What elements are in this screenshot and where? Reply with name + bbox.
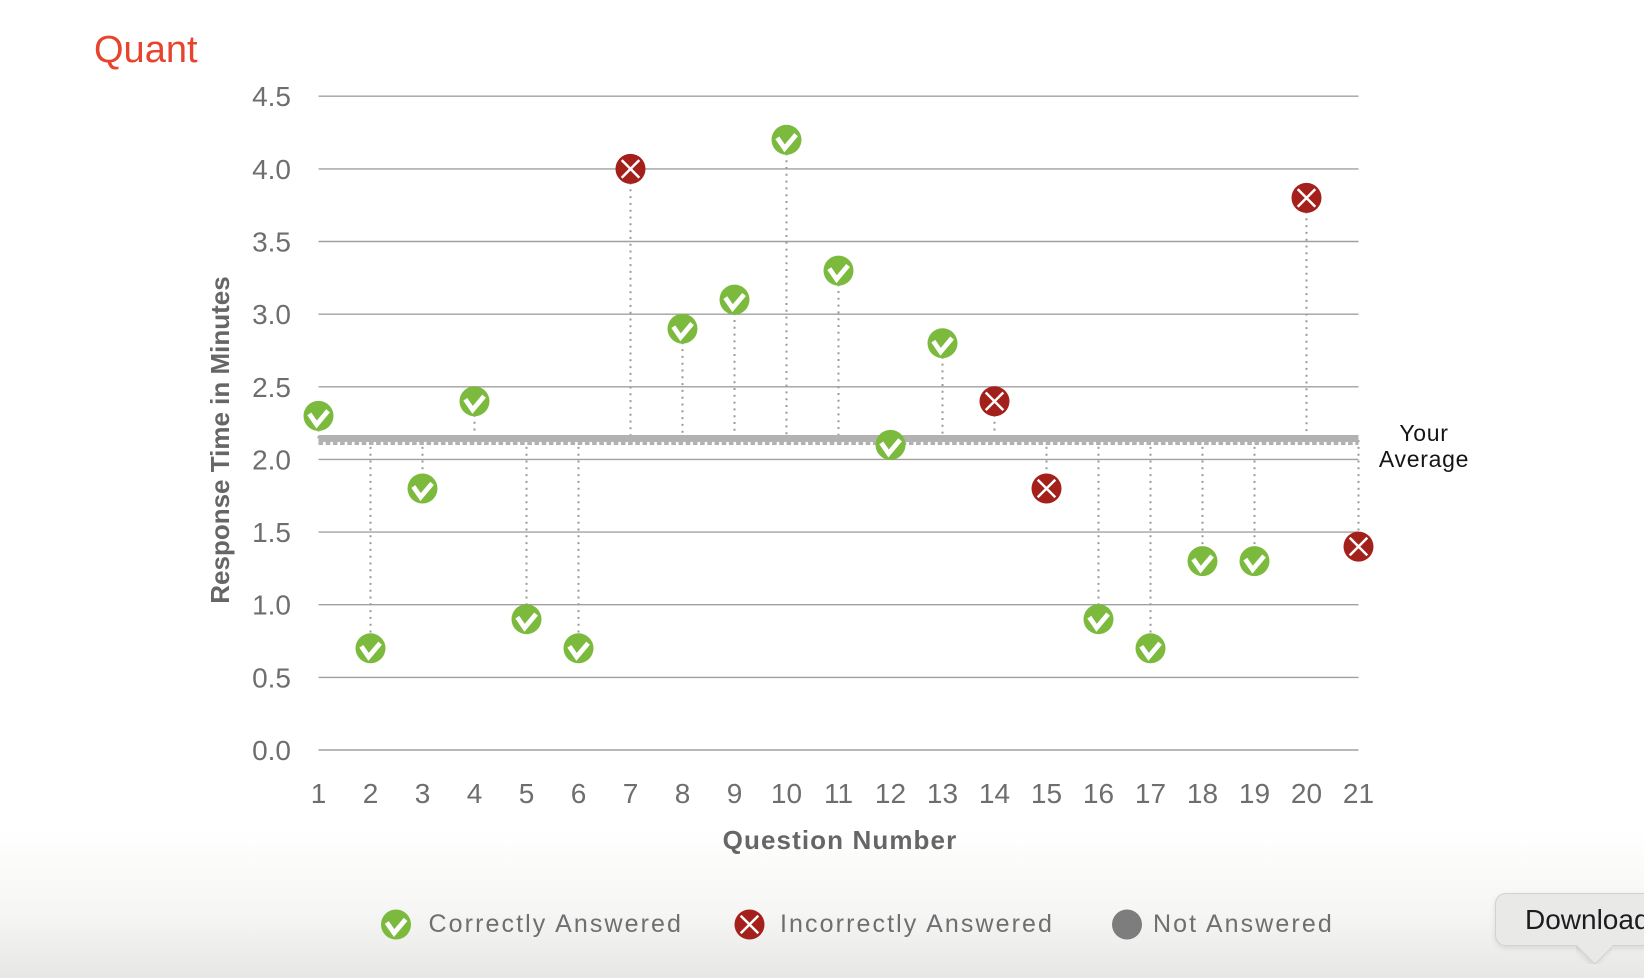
svg-text:15: 15 bbox=[1031, 778, 1062, 809]
svg-text:16: 16 bbox=[1083, 778, 1114, 809]
svg-text:10: 10 bbox=[771, 778, 802, 809]
svg-text:5: 5 bbox=[519, 778, 535, 809]
svg-text:20: 20 bbox=[1291, 778, 1322, 809]
svg-text:Response Time in Minutes: Response Time in Minutes bbox=[205, 276, 235, 603]
svg-text:4.5: 4.5 bbox=[252, 81, 291, 112]
svg-text:2.0: 2.0 bbox=[252, 444, 291, 475]
svg-text:Average: Average bbox=[1379, 446, 1469, 472]
svg-text:11: 11 bbox=[824, 778, 853, 809]
svg-text:7: 7 bbox=[623, 778, 639, 809]
svg-text:Incorrectly Answered: Incorrectly Answered bbox=[780, 910, 1054, 938]
svg-text:21: 21 bbox=[1343, 778, 1374, 809]
svg-text:19: 19 bbox=[1239, 778, 1270, 809]
svg-text:0.5: 0.5 bbox=[252, 662, 291, 693]
svg-text:1.0: 1.0 bbox=[252, 590, 291, 621]
svg-text:17: 17 bbox=[1135, 778, 1166, 809]
svg-text:1: 1 bbox=[311, 778, 327, 809]
svg-text:2: 2 bbox=[363, 778, 379, 809]
svg-text:Correctly Answered: Correctly Answered bbox=[429, 910, 684, 938]
svg-text:13: 13 bbox=[927, 778, 958, 809]
svg-text:Not Answered: Not Answered bbox=[1153, 910, 1334, 938]
svg-text:0.0: 0.0 bbox=[252, 735, 291, 766]
svg-text:18: 18 bbox=[1187, 778, 1218, 809]
svg-text:8: 8 bbox=[675, 778, 691, 809]
svg-text:3.0: 3.0 bbox=[252, 299, 291, 330]
svg-text:3.5: 3.5 bbox=[252, 227, 291, 258]
svg-text:Question Number: Question Number bbox=[723, 825, 958, 855]
svg-text:6: 6 bbox=[571, 778, 587, 809]
svg-text:2.5: 2.5 bbox=[252, 372, 291, 403]
svg-text:14: 14 bbox=[979, 778, 1010, 809]
svg-text:3: 3 bbox=[415, 778, 431, 809]
svg-text:4: 4 bbox=[467, 778, 483, 809]
svg-text:12: 12 bbox=[875, 778, 906, 809]
svg-text:Your: Your bbox=[1399, 420, 1448, 446]
svg-text:9: 9 bbox=[727, 778, 743, 809]
svg-text:1.5: 1.5 bbox=[252, 517, 291, 548]
svg-text:4.0: 4.0 bbox=[252, 154, 291, 185]
